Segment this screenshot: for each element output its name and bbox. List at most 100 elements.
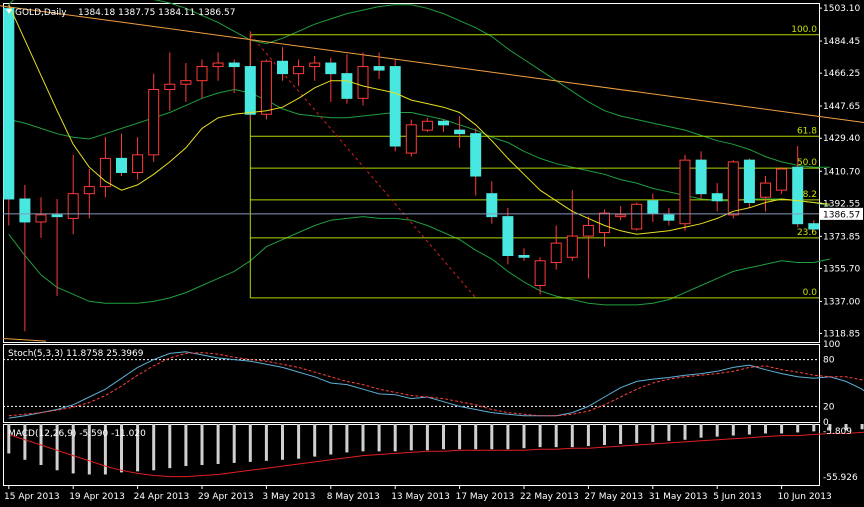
candle[interactable] [99,137,111,198]
macd-histogram-bar [361,424,365,452]
macd-histogram-bar [731,424,735,436]
candle[interactable] [148,73,160,162]
candle-body [631,203,643,230]
candle[interactable] [760,176,771,212]
stoch-tick-label: 0 [823,418,829,428]
macd-histogram-bar [506,424,510,450]
price-tick-label: 1484.45 [823,37,860,47]
candle[interactable] [3,4,15,226]
candle-body [438,120,449,126]
candle[interactable] [341,54,353,104]
candle[interactable] [309,55,321,81]
macd-histogram-bar [764,424,767,434]
candle[interactable] [534,257,546,295]
candle[interactable] [631,202,643,231]
candle[interactable] [132,137,144,180]
candle[interactable] [599,209,610,247]
candle[interactable] [421,117,433,132]
candle[interactable] [325,57,337,102]
candle[interactable] [438,119,449,132]
macd-histogram-bar [635,424,639,443]
fib-level-label: 61.8 [797,126,817,136]
macd-histogram-bar [780,424,784,434]
candle-body [550,242,562,264]
candle[interactable] [277,47,288,81]
ohlc-readout: 1384.18 1387.75 1384.11 1386.57 [78,8,235,18]
candle[interactable] [808,220,820,231]
stoch-main-line [8,351,864,419]
date-tick-label: 10 Jun 2013 [778,492,832,502]
candle[interactable] [405,119,417,157]
candle[interactable] [470,128,482,196]
macd-histogram-bar [683,424,687,440]
trendline-fragment [2,337,47,342]
macd-histogram-bar [168,424,172,469]
candle[interactable] [389,59,401,152]
candle[interactable] [35,197,47,238]
candle[interactable] [244,31,256,120]
candle[interactable] [357,52,369,106]
macd-histogram-bar [651,424,655,442]
candle[interactable] [51,198,63,297]
candle-body [325,62,337,75]
candle-body [180,80,192,85]
dropdown-arrow-icon[interactable] [6,9,12,14]
candle[interactable] [19,184,31,332]
candle[interactable] [164,52,176,111]
macd-histogram-bar [71,424,75,474]
candle-body [679,159,691,225]
macd-histogram-bar [55,424,59,471]
candle[interactable] [67,154,79,235]
candle[interactable] [615,206,627,221]
fib-level-label: 100.0 [791,25,817,35]
candle-body [486,193,498,218]
candle[interactable] [293,59,305,86]
candle[interactable] [550,225,562,270]
candle[interactable] [260,59,272,120]
macd-histogram-bar [120,424,123,473]
candle[interactable] [373,52,385,79]
candle[interactable] [196,59,208,99]
candle[interactable] [228,59,240,94]
date-tick-label: 24 Apr 2013 [134,492,190,502]
candle[interactable] [486,181,498,224]
candle[interactable] [566,190,578,261]
candle[interactable] [83,168,95,219]
candle-body [470,133,482,177]
candle[interactable] [582,216,594,279]
trendline[interactable] [0,5,864,127]
candle[interactable] [776,167,788,194]
candle[interactable] [711,183,723,212]
candle-body [663,214,675,221]
candle-body [244,66,256,115]
macd-histogram-bar [860,424,864,430]
current-price-label: 1386.57 [823,210,860,220]
date-tick-label: 19 Apr 2013 [69,492,125,502]
fib-level-label: 23.6 [797,228,817,238]
candle[interactable] [695,151,707,199]
candle[interactable] [518,248,530,261]
candle[interactable] [727,160,739,219]
date-tick-label: 27 May 2013 [584,492,643,502]
candle[interactable] [663,207,675,226]
macd-tick-label: -5.809 [823,427,852,437]
candle[interactable] [212,52,224,81]
candle[interactable] [502,207,514,265]
macd-histogram-bar [264,424,268,461]
candle-body [808,223,820,230]
candle[interactable] [180,63,192,102]
macd-histogram-bar [248,424,252,462]
candle[interactable] [743,158,755,208]
stoch-tick-label: 80 [823,356,835,366]
candle[interactable] [647,193,659,222]
macd-histogram-bar [603,424,606,446]
candle[interactable] [679,154,691,231]
stoch-pane-frame [3,344,820,423]
candle-body [132,154,144,173]
candle-body [341,73,353,99]
macd-histogram-bar [828,424,832,431]
candle[interactable] [454,116,466,148]
candle[interactable] [116,133,127,177]
macd-histogram-bar [442,424,445,450]
